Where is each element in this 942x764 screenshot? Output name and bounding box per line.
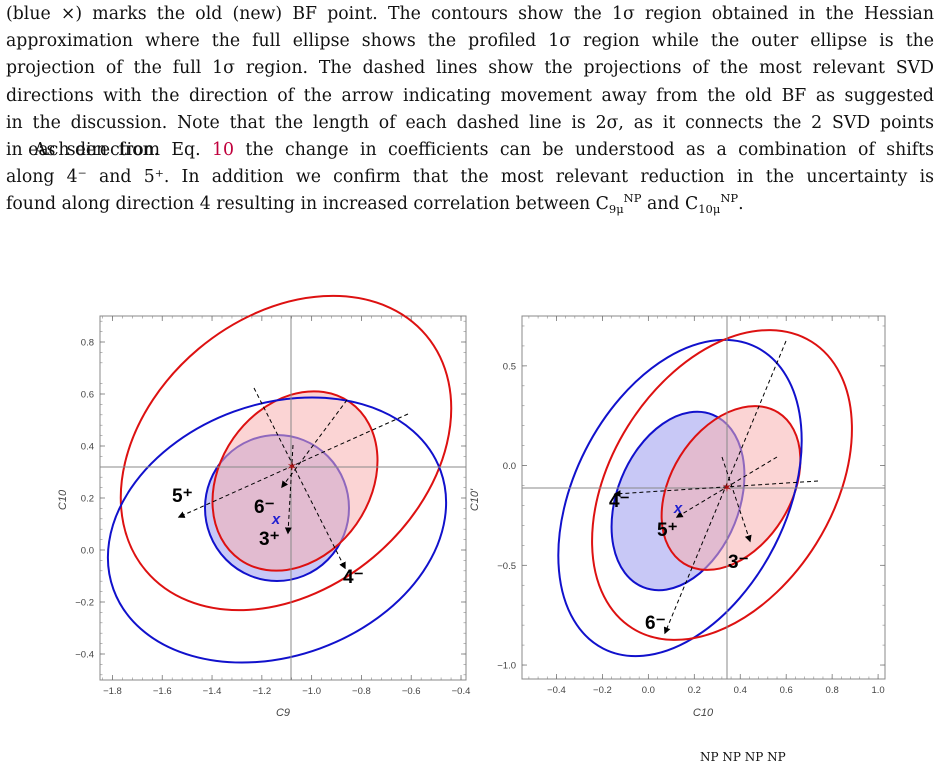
right-new-outer-ellipse (557, 338, 803, 658)
left-y-axis-label: C10 (57, 489, 69, 510)
superscript: NP (623, 191, 642, 206)
left-old-bf-marker: ✶ (287, 459, 298, 474)
right-y-axis-label: C10' (469, 488, 481, 511)
left-old-profiled-ellipse (211, 390, 379, 572)
right-svd-direction-3 (721, 456, 752, 543)
caption-line: in the discussion. Note that the length … (6, 112, 934, 133)
right-svd-direction-6 (663, 340, 787, 635)
right-x-tick-label: 0.8 (826, 685, 839, 696)
caption-line: directions with the direction of the arr… (6, 85, 934, 106)
right-x-tick-label: −0.4 (547, 685, 566, 696)
left-y-tick-label: 0.8 (81, 338, 94, 349)
left-y-tick-label: 0.6 (81, 390, 94, 401)
right-new-bf-marker: x (673, 500, 683, 517)
left-direction-label: 6⁻ (254, 497, 275, 518)
right-x-tick-label: 1.0 (871, 685, 884, 696)
right-old-outer-ellipse (591, 329, 853, 641)
right-y-tick-label: 0.5 (503, 361, 516, 372)
caption-line: in each direction. (6, 140, 160, 161)
body-line-2: along 4⁻ and 5⁺. In addition we confirm … (6, 167, 934, 188)
subscript: 9μ (608, 202, 624, 217)
left-y-tick-label: −0.4 (75, 650, 94, 661)
superscript: NP (720, 191, 739, 206)
next-caption-fragment: NP NP NP NP (700, 750, 786, 764)
right-plot: −0.4 −0.2 0.0 0.2 0.4 0.6 0.8 1.0 −1.0 −0.5 0.0 0.5… (469, 315, 886, 719)
left-x-tick-label: −1.4 (203, 686, 222, 697)
body-paragraph: As seen from Eq. 10 the change in coeffi… (6, 137, 934, 220)
body-line-3: found along direction 4 resulting in inc… (6, 191, 934, 219)
right-x-tick-label: 0.6 (780, 685, 793, 696)
right-x-tick-label: 0.4 (734, 685, 747, 696)
right-y-tick-label: −1.0 (497, 661, 516, 672)
equation-ref-link[interactable]: 10 (211, 140, 234, 160)
body-text: . (738, 194, 744, 215)
right-y-tick-label: 0.0 (503, 461, 516, 472)
right-direction-label: 5⁺ (657, 520, 678, 541)
left-y-tick-label: −0.2 (75, 598, 94, 609)
left-x-tick-label: −0.8 (352, 686, 371, 697)
left-svd-direction-3 (284, 444, 294, 535)
right-direction-label: 3⁻ (728, 552, 749, 573)
left-new-outer-ellipse (106, 396, 448, 664)
left-x-tick-label: −1.2 (252, 686, 271, 697)
left-x-tick-label: −1.6 (153, 686, 172, 697)
left-x-tick-label: −1.8 (103, 686, 122, 697)
left-x-tick-label: −1.0 (302, 686, 321, 697)
subscript: 10μ (698, 202, 721, 217)
body-text: the change in coefficients can be unders… (233, 140, 934, 160)
caption-line: approximation where the full ellipse sho… (6, 31, 934, 52)
right-x-axis-label: C10 (693, 707, 714, 719)
left-x-tick-label: −0.4 (452, 686, 471, 697)
caption-line: projection of the full 1σ region. The da… (6, 58, 934, 79)
body-text: and C (641, 194, 699, 215)
right-old-bf-marker: ✶ (722, 480, 733, 495)
body-text: As seen from Eq. (34, 140, 212, 160)
right-x-tick-label: −0.2 (593, 685, 612, 696)
left-y-tick-label: 0.2 (81, 494, 94, 505)
left-direction-label: 3⁺ (259, 529, 280, 550)
body-text: found along direction 4 resulting in inc… (6, 194, 609, 215)
caption-line: (blue ×) marks the old (new) BF point. T… (6, 4, 934, 24)
left-x-axis-label: C9 (276, 707, 290, 719)
left-direction-label: 5⁺ (172, 486, 193, 507)
body-line-1: As seen from Eq. 10 the change in coeffi… (6, 137, 934, 164)
left-x-tick-label: −0.6 (402, 686, 421, 697)
right-direction-label: 4⁻ (609, 491, 630, 512)
left-y-tick-label: 0.4 (81, 442, 94, 453)
left-old-outer-ellipse (119, 294, 453, 612)
right-svd-direction-5 (675, 456, 778, 518)
right-x-tick-label: 0.2 (688, 685, 701, 696)
left-y-tick-label: 0.0 (81, 546, 94, 557)
right-svd-direction-4 (613, 480, 819, 498)
right-y-tick-label: −0.5 (497, 561, 516, 572)
right-direction-label: 6⁻ (645, 613, 666, 634)
caption-paragraph: (blue ×) marks the old (new) BF point. T… (6, 1, 934, 164)
left-svd-direction-4 (253, 387, 346, 570)
left-new-bf-marker: x (271, 511, 281, 528)
left-plot: −1.8 −1.6 −1.4 −1.2 −1.0 −0.8 −0.6 −0.4 −0.4 −0.2… (57, 294, 471, 719)
right-x-tick-label: 0.0 (642, 685, 655, 696)
left-direction-label: 4⁻ (343, 567, 364, 588)
